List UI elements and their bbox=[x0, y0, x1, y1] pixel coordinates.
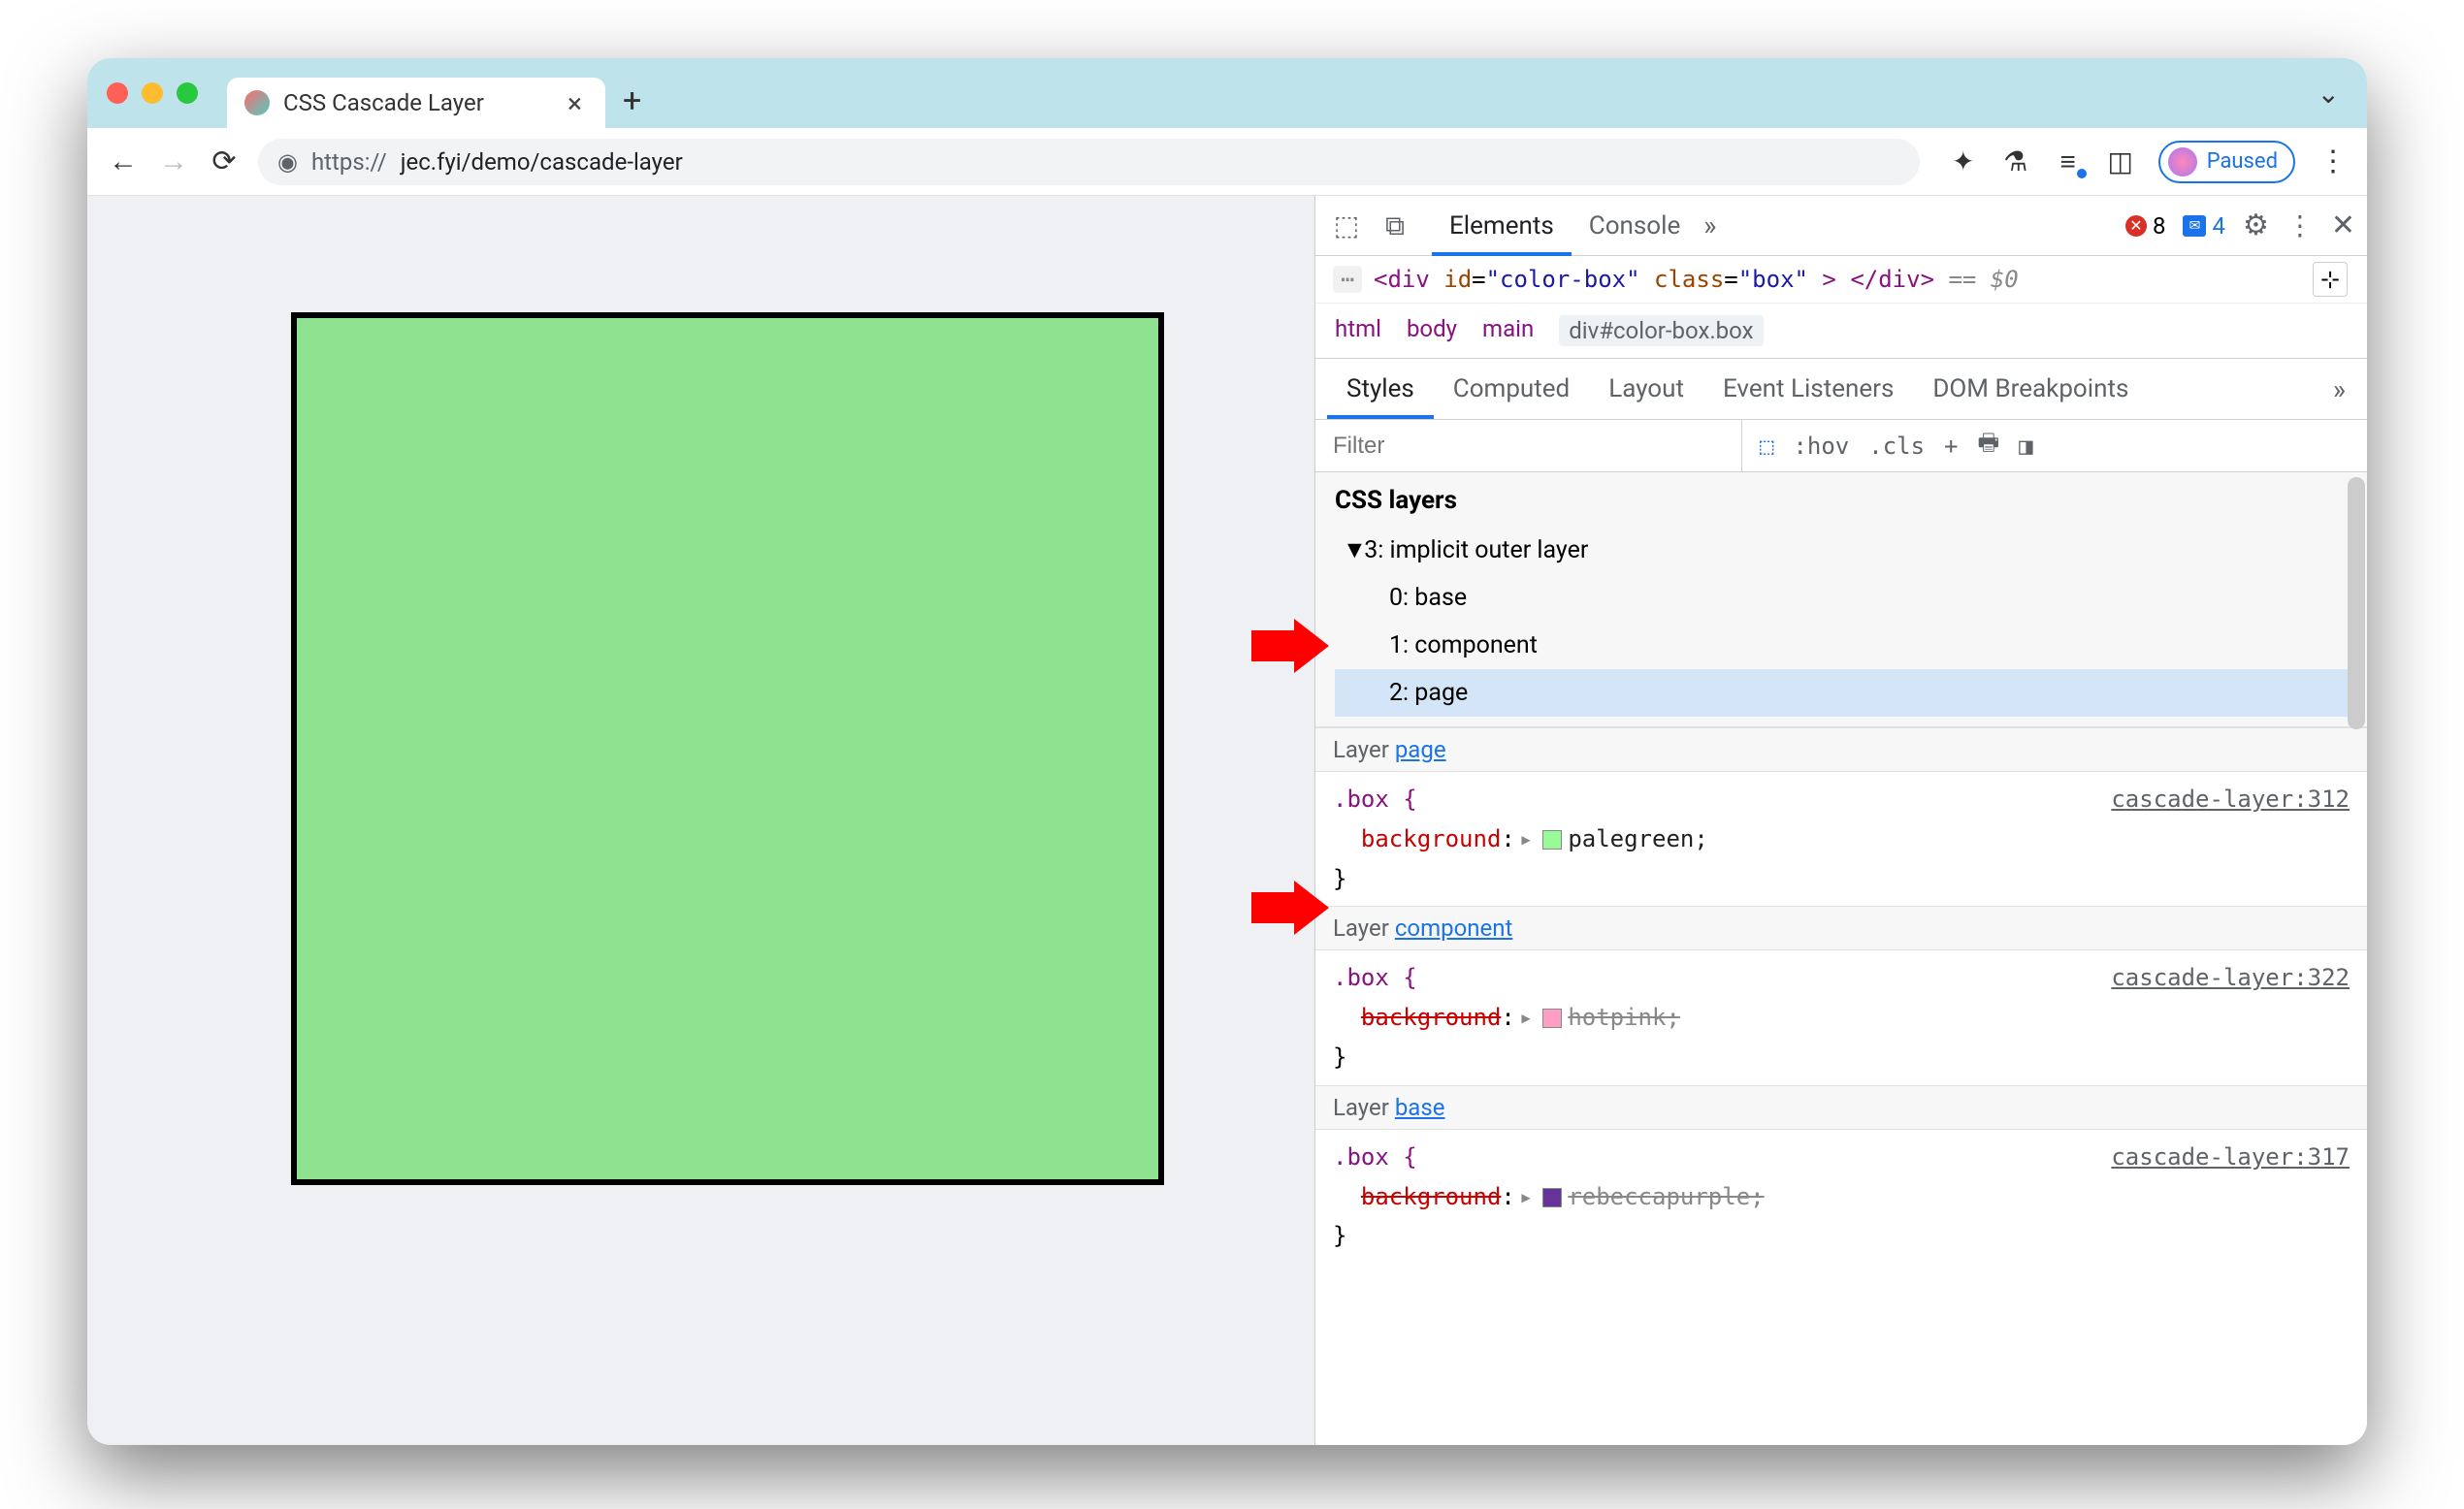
tab-close-icon[interactable]: × bbox=[562, 87, 588, 119]
rule-body-component[interactable]: cascade-layer:322 .box { background:▸hot… bbox=[1315, 950, 2367, 1084]
rule-header-base: Layer base bbox=[1315, 1085, 2367, 1130]
url-text: jec.fyi/demo/cascade-layer bbox=[401, 148, 683, 176]
panel-icon[interactable]: ◫ bbox=[2106, 147, 2135, 177]
site-info-icon[interactable]: ◉ bbox=[277, 148, 298, 176]
styles-filter-input[interactable] bbox=[1315, 420, 1742, 471]
devtools-toolbar-right: ✕8 ✉4 ⚙ ⋮ ✕ bbox=[2125, 209, 2355, 242]
devtools-close-icon[interactable]: ✕ bbox=[2331, 209, 2355, 242]
window-controls bbox=[107, 82, 198, 104]
errors-badge[interactable]: ✕8 bbox=[2125, 212, 2166, 240]
breadcrumb-html[interactable]: html bbox=[1335, 315, 1381, 346]
styles-filter-row: ⬚ :hov .cls + 🖶 ◨ bbox=[1315, 420, 2367, 472]
more-tabs-icon[interactable]: » bbox=[1703, 209, 1716, 241]
devtools-toolbar: ⬚ ⧉ Elements Console » ✕8 ✉4 ⚙ ⋮ ✕ bbox=[1315, 196, 2367, 256]
flask-icon[interactable]: ⚗ bbox=[2001, 147, 2030, 177]
paused-label: Paused bbox=[2207, 149, 2278, 174]
profile-paused-pill[interactable]: Paused bbox=[2158, 141, 2295, 183]
color-swatch[interactable] bbox=[1542, 1009, 1562, 1028]
styles-tabs: Styles Computed Layout Event Listeners D… bbox=[1315, 359, 2367, 420]
layers-toggle-icon[interactable]: ⬚ bbox=[1760, 433, 1773, 460]
layer-row-base[interactable]: 0: base bbox=[1335, 574, 2348, 622]
tab-title: CSS Cascade Layer bbox=[283, 89, 548, 116]
rule-body-page[interactable]: cascade-layer:312 .box { background:▸pal… bbox=[1315, 772, 2367, 906]
reload-button[interactable]: ⟳ bbox=[208, 144, 241, 178]
annotation-arrow-icon bbox=[1251, 881, 1329, 935]
styles-filter-tools: ⬚ :hov .cls + 🖶 ◨ bbox=[1742, 426, 2051, 466]
rule-header-page: Layer page bbox=[1315, 727, 2367, 772]
cls-toggle[interactable]: .cls bbox=[1868, 433, 1925, 460]
new-rule-button[interactable]: + bbox=[1944, 433, 1958, 460]
new-tab-button[interactable]: + bbox=[623, 81, 641, 120]
messages-badge[interactable]: ✉4 bbox=[2183, 212, 2225, 240]
more-style-tabs-icon[interactable]: » bbox=[2323, 373, 2355, 405]
rule-body-base[interactable]: cascade-layer:317 .box { background:▸reb… bbox=[1315, 1130, 2367, 1264]
ellipsis-icon[interactable]: ⋯ bbox=[1333, 266, 1362, 293]
address-bar: ← → ⟳ ◉ https:// jec.fyi/demo/cascade-lay… bbox=[87, 128, 2367, 196]
browser-menu-icon[interactable]: ⋮ bbox=[2318, 144, 2348, 178]
color-box bbox=[291, 312, 1164, 1185]
favicon-icon bbox=[244, 90, 270, 115]
layer-link-page[interactable]: page bbox=[1395, 736, 1446, 763]
sidebar-toggle-icon[interactable]: ◨ bbox=[2019, 433, 2032, 460]
toolbar-icons: ✦ ⚗ ≡ ◫ Paused ⋮ bbox=[1949, 141, 2348, 183]
url-input[interactable]: ◉ https:// jec.fyi/demo/cascade-layer bbox=[258, 139, 1920, 185]
annotation-arrow-icon bbox=[1251, 619, 1329, 673]
layer-link-base[interactable]: base bbox=[1395, 1094, 1445, 1121]
browser-window: CSS Cascade Layer × + ⌄ ← → ⟳ ◉ https://… bbox=[87, 58, 2367, 1445]
print-media-icon[interactable]: 🖶 bbox=[1978, 426, 2000, 466]
breadcrumb-body[interactable]: body bbox=[1407, 315, 1457, 346]
settings-icon[interactable]: ⚙ bbox=[2243, 209, 2269, 242]
breadcrumb: html body main div#color-box.box bbox=[1315, 304, 2367, 359]
breadcrumb-selected[interactable]: div#color-box.box bbox=[1559, 315, 1763, 346]
forward-button[interactable]: → bbox=[157, 144, 190, 178]
breadcrumb-main[interactable]: main bbox=[1482, 315, 1534, 346]
rule-source-base[interactable]: cascade-layer:317 bbox=[2111, 1138, 2350, 1177]
color-swatch[interactable] bbox=[1542, 830, 1562, 850]
tab-styles[interactable]: Styles bbox=[1327, 359, 1434, 419]
tab-event-listeners[interactable]: Event Listeners bbox=[1703, 359, 1913, 419]
css-layers-block: CSS layers ▼ 3: implicit outer layer 0: … bbox=[1315, 472, 2367, 727]
playlist-icon[interactable]: ≡ bbox=[2054, 147, 2083, 177]
accessibility-icon[interactable]: ⊹ bbox=[2313, 262, 2348, 297]
url-scheme: https:// bbox=[311, 148, 387, 176]
tab-computed[interactable]: Computed bbox=[1434, 359, 1589, 419]
back-button[interactable]: ← bbox=[107, 144, 140, 178]
tab-bar: CSS Cascade Layer × + ⌄ bbox=[87, 58, 2367, 128]
css-layers-tree: ▼ 3: implicit outer layer 0: base 1: com… bbox=[1335, 527, 2348, 717]
device-icon[interactable]: ⧉ bbox=[1376, 209, 1414, 242]
tab-layout[interactable]: Layout bbox=[1589, 359, 1703, 419]
layer-row-page[interactable]: 2: page bbox=[1335, 669, 2348, 717]
tabs-dropdown-icon[interactable]: ⌄ bbox=[2318, 78, 2340, 110]
devtools-tabs: Elements Console » bbox=[1432, 196, 1716, 256]
tab-console[interactable]: Console bbox=[1572, 196, 1698, 256]
layer-link-component[interactable]: component bbox=[1395, 915, 1513, 942]
minimize-window-icon[interactable] bbox=[142, 82, 163, 104]
style-rules: Layer page cascade-layer:312 .box { back… bbox=[1315, 727, 2367, 1445]
scrollbar[interactable] bbox=[2348, 477, 2365, 729]
inspect-icon[interactable]: ⬚ bbox=[1327, 209, 1366, 241]
tab-elements[interactable]: Elements bbox=[1432, 196, 1572, 256]
layer-row-root[interactable]: ▼ 3: implicit outer layer bbox=[1335, 527, 2348, 574]
rule-source-page[interactable]: cascade-layer:312 bbox=[2111, 780, 2350, 819]
dom-node-line[interactable]: ⋯ <div id="color-box" class="box" > </di… bbox=[1315, 256, 2367, 304]
browser-tab[interactable]: CSS Cascade Layer × bbox=[227, 78, 605, 128]
page-viewport bbox=[87, 196, 1314, 1445]
css-layers-title: CSS layers bbox=[1335, 486, 2348, 515]
hov-toggle[interactable]: :hov bbox=[1793, 433, 1849, 460]
layer-row-component[interactable]: 1: component bbox=[1335, 622, 2348, 669]
rule-header-component: Layer component bbox=[1315, 906, 2367, 950]
content-row: ⬚ ⧉ Elements Console » ✕8 ✉4 ⚙ ⋮ ✕ ⋯ < bbox=[87, 196, 2367, 1445]
avatar-icon bbox=[2168, 147, 2197, 177]
tab-dom-breakpoints[interactable]: DOM Breakpoints bbox=[1913, 359, 2148, 419]
color-swatch[interactable] bbox=[1542, 1188, 1562, 1207]
maximize-window-icon[interactable] bbox=[177, 82, 198, 104]
devtools-menu-icon[interactable]: ⋮ bbox=[2286, 209, 2314, 241]
devtools-panel: ⬚ ⧉ Elements Console » ✕8 ✉4 ⚙ ⋮ ✕ ⋯ < bbox=[1314, 196, 2367, 1445]
extensions-icon[interactable]: ✦ bbox=[1949, 147, 1978, 177]
rule-source-component[interactable]: cascade-layer:322 bbox=[2111, 958, 2350, 998]
close-window-icon[interactable] bbox=[107, 82, 128, 104]
